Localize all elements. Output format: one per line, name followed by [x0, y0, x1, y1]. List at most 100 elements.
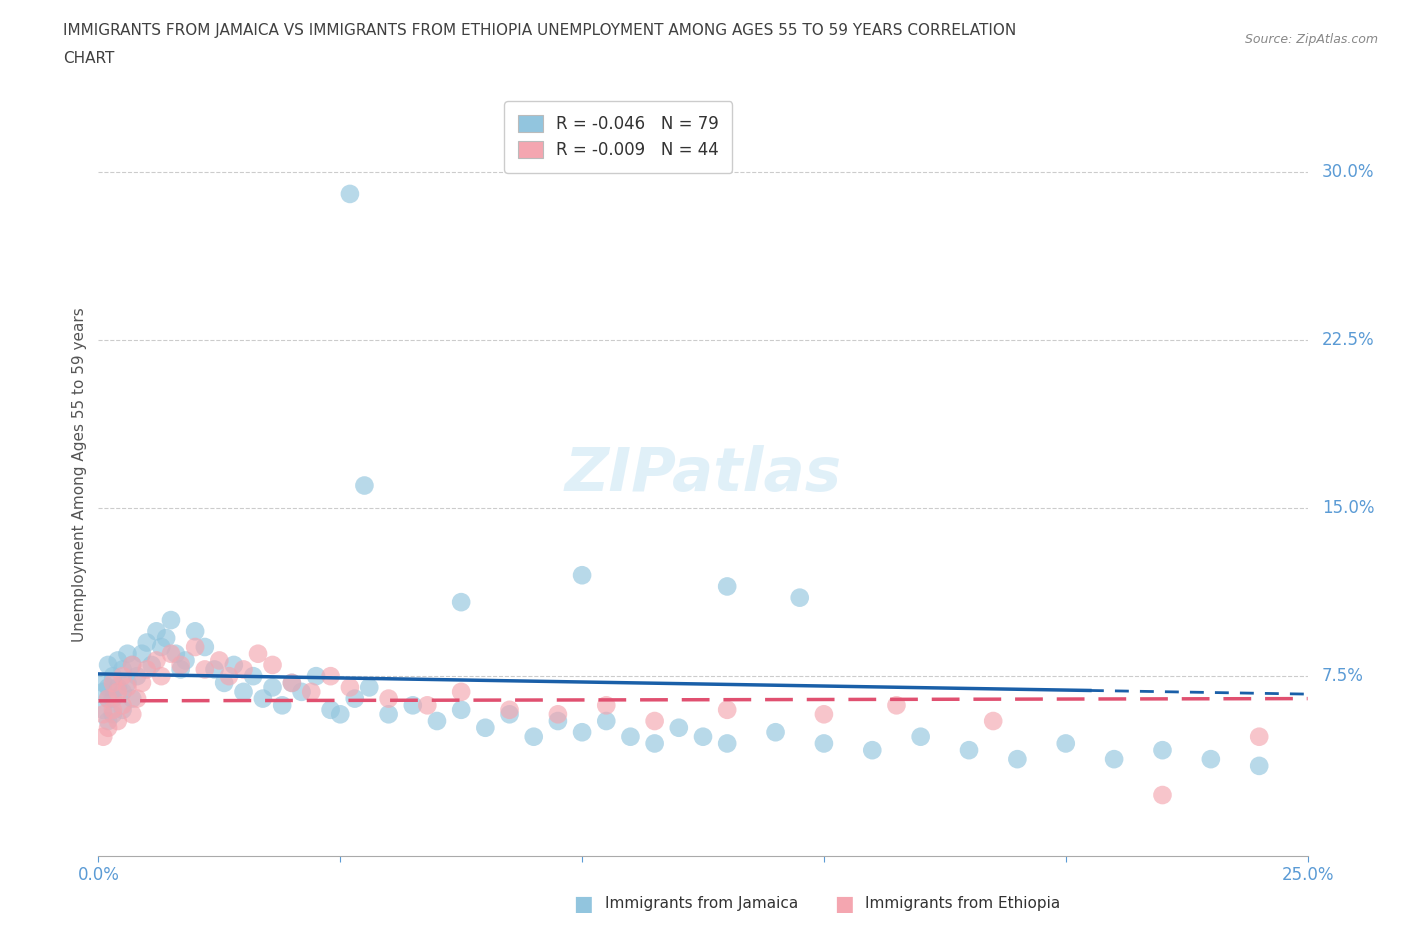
Immigrants from Ethiopia [208, 653, 231, 668]
Immigrants from Jamaica [547, 713, 569, 728]
Immigrants from Ethiopia [184, 640, 207, 655]
Immigrants from Ethiopia [247, 646, 270, 661]
Immigrants from Jamaica [450, 702, 472, 717]
Immigrants from Jamaica [262, 680, 284, 695]
Immigrants from Jamaica [150, 640, 173, 655]
Immigrants from Ethiopia [91, 707, 114, 722]
Immigrants from Ethiopia [450, 684, 472, 699]
Immigrants from Ethiopia [117, 680, 139, 695]
Immigrants from Ethiopia [97, 691, 120, 706]
Immigrants from Jamaica [107, 653, 129, 668]
Immigrants from Ethiopia [595, 698, 617, 712]
Immigrants from Ethiopia [281, 675, 304, 690]
Immigrants from Jamaica [135, 635, 157, 650]
Immigrants from Ethiopia [97, 721, 120, 736]
Immigrants from Jamaica [141, 658, 163, 672]
Immigrants from Ethiopia [232, 662, 254, 677]
Immigrants from Ethiopia [416, 698, 439, 712]
Immigrants from Ethiopia [377, 691, 399, 706]
Immigrants from Ethiopia [1152, 788, 1174, 803]
Immigrants from Jamaica [426, 713, 449, 728]
Immigrants from Jamaica [359, 680, 381, 695]
Immigrants from Jamaica [1152, 743, 1174, 758]
Immigrants from Ethiopia [339, 680, 361, 695]
Immigrants from Jamaica [402, 698, 425, 712]
Immigrants from Jamaica [204, 662, 226, 677]
Y-axis label: Unemployment Among Ages 55 to 59 years: Unemployment Among Ages 55 to 59 years [72, 307, 87, 642]
Text: ■: ■ [574, 894, 593, 914]
Immigrants from Jamaica [571, 568, 593, 583]
Immigrants from Ethiopia [111, 698, 134, 712]
Immigrants from Jamaica [571, 724, 593, 739]
Immigrants from Jamaica [91, 702, 114, 717]
Immigrants from Jamaica [194, 640, 217, 655]
Immigrants from Jamaica [97, 713, 120, 728]
Immigrants from Jamaica [474, 721, 496, 736]
Immigrants from Ethiopia [135, 662, 157, 677]
Immigrants from Jamaica [305, 669, 328, 684]
Immigrants from Jamaica [957, 743, 980, 758]
Immigrants from Ethiopia [107, 713, 129, 728]
Immigrants from Jamaica [111, 662, 134, 677]
Immigrants from Jamaica [232, 684, 254, 699]
Immigrants from Ethiopia [319, 669, 342, 684]
Immigrants from Jamaica [165, 646, 187, 661]
Immigrants from Ethiopia [547, 707, 569, 722]
Immigrants from Ethiopia [194, 662, 217, 677]
Immigrants from Jamaica [343, 691, 366, 706]
Immigrants from Jamaica [450, 594, 472, 609]
Immigrants from Jamaica [290, 684, 312, 699]
Immigrants from Jamaica [222, 658, 245, 672]
Immigrants from Jamaica [212, 675, 235, 690]
Immigrants from Jamaica [813, 736, 835, 751]
Immigrants from Jamaica [281, 675, 304, 690]
Immigrants from Jamaica [329, 707, 352, 722]
Immigrants from Jamaica [692, 729, 714, 744]
Immigrants from Ethiopia [127, 691, 149, 706]
Immigrants from Ethiopia [121, 658, 143, 672]
Immigrants from Jamaica [910, 729, 932, 744]
Immigrants from Jamaica [1199, 751, 1222, 766]
Immigrants from Jamaica [271, 698, 294, 712]
Text: ■: ■ [834, 894, 853, 914]
Immigrants from Jamaica [319, 702, 342, 717]
Text: 15.0%: 15.0% [1322, 498, 1375, 517]
Immigrants from Jamaica [169, 662, 191, 677]
Immigrants from Jamaica [1249, 759, 1271, 774]
Immigrants from Ethiopia [101, 702, 124, 717]
Immigrants from Jamaica [716, 579, 738, 594]
Immigrants from Jamaica [117, 675, 139, 690]
Immigrants from Ethiopia [145, 653, 167, 668]
Immigrants from Jamaica [498, 707, 520, 722]
Immigrants from Jamaica [353, 478, 375, 493]
Immigrants from Ethiopia [886, 698, 908, 712]
Immigrants from Ethiopia [150, 669, 173, 684]
Immigrants from Jamaica [595, 713, 617, 728]
Text: 30.0%: 30.0% [1322, 163, 1375, 180]
Text: IMMIGRANTS FROM JAMAICA VS IMMIGRANTS FROM ETHIOPIA UNEMPLOYMENT AMONG AGES 55 T: IMMIGRANTS FROM JAMAICA VS IMMIGRANTS FR… [63, 23, 1017, 38]
Immigrants from Jamaica [97, 658, 120, 672]
Text: Immigrants from Jamaica: Immigrants from Jamaica [605, 897, 797, 911]
Immigrants from Ethiopia [498, 702, 520, 717]
Immigrants from Jamaica [668, 721, 690, 736]
Immigrants from Jamaica [121, 658, 143, 672]
Immigrants from Jamaica [644, 736, 666, 751]
Immigrants from Jamaica [377, 707, 399, 722]
Immigrants from Jamaica [131, 646, 153, 661]
Immigrants from Jamaica [252, 691, 274, 706]
Immigrants from Ethiopia [299, 684, 322, 699]
Immigrants from Jamaica [860, 743, 883, 758]
Immigrants from Ethiopia [101, 675, 124, 690]
Immigrants from Ethiopia [716, 702, 738, 717]
Text: 7.5%: 7.5% [1322, 667, 1364, 685]
Immigrants from Jamaica [339, 187, 361, 202]
Immigrants from Ethiopia [131, 675, 153, 690]
Immigrants from Jamaica [184, 624, 207, 639]
Immigrants from Jamaica [101, 691, 124, 706]
Immigrants from Jamaica [91, 675, 114, 690]
Immigrants from Jamaica [1007, 751, 1029, 766]
Immigrants from Ethiopia [169, 658, 191, 672]
Immigrants from Jamaica [716, 736, 738, 751]
Immigrants from Jamaica [111, 684, 134, 699]
Immigrants from Jamaica [160, 613, 183, 628]
